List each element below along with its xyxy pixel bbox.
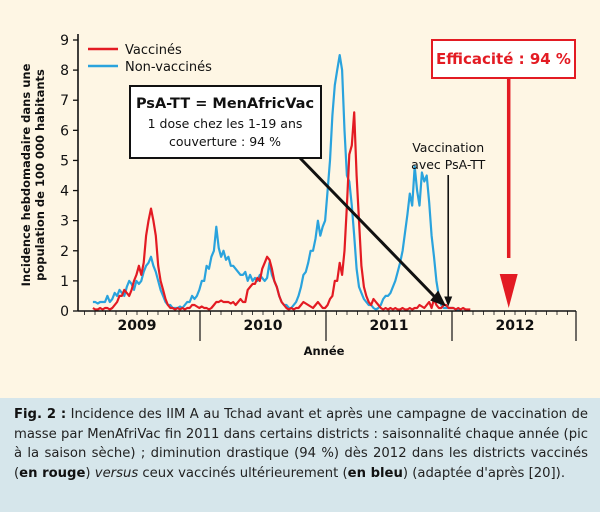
- efficacy-box: [431, 39, 576, 79]
- vaccine-box-line2: couverture : 94 %: [169, 134, 281, 149]
- box-arrow-head: [430, 290, 447, 307]
- vaccine-info-box: [129, 85, 322, 159]
- y-axis-title-line1: Incidence hebdomadaire dans une: [19, 63, 33, 286]
- legend-label: Non-vaccinés: [125, 60, 212, 75]
- series-vaccinated-line: [92, 111, 471, 311]
- y-tick-label: 8: [60, 63, 69, 79]
- vaccination-label-line2: avec PsA-TT: [411, 157, 485, 172]
- caption-blue-label: en bleu: [347, 465, 403, 481]
- y-axis-title-line2: population de 100 000 habitants: [33, 69, 47, 281]
- year-label: 2009: [118, 318, 157, 334]
- vaccination-arrow-head: [444, 296, 453, 307]
- figure-caption: Fig. 2 : Incidence des IIM A au Tchad av…: [0, 398, 600, 512]
- y-tick-label: 9: [60, 33, 69, 49]
- year-label: 2011: [370, 318, 409, 334]
- y-tick-label: 5: [60, 153, 69, 169]
- x-axis-title: Année: [304, 344, 345, 358]
- axis-layer: 0 1 2 3 4 5 6 7 8 9 2009 2010 2011 2012 Année Incidence…: [19, 33, 577, 358]
- y-tick-label: 0: [60, 304, 69, 320]
- box-arrow-line: [298, 156, 442, 304]
- caption-text-3: ceux vaccinés ultérieurement (: [138, 465, 348, 481]
- efficacy-label: Efficacité : 94 %: [436, 50, 571, 68]
- annotation-layer: Vaccinés Non-vaccinés PsA-TT = MenAfricVac…: [88, 39, 576, 308]
- caption-red-label: en rouge: [19, 465, 86, 481]
- caption-text-1: Incidence des IIM A au Tchad avant et ap…: [14, 407, 588, 481]
- y-tick-label: 3: [60, 214, 69, 230]
- caption-text-4: ) (adaptée d'après [20]).: [402, 465, 566, 481]
- y-tick-label: 2: [60, 244, 69, 260]
- plot-area: 0 1 2 3 4 5 6 7 8 9 2009 2010 2011 2012 Année Incidence…: [0, 0, 600, 398]
- caption-versus: versus: [94, 465, 139, 481]
- y-tick-label: 6: [60, 123, 69, 139]
- efficacy-arrow-head: [499, 273, 518, 308]
- vaccine-box-title: PsA-TT = MenAfricVac: [136, 96, 314, 112]
- caption-text-2: ): [85, 465, 95, 481]
- incidence-chart: 0 1 2 3 4 5 6 7 8 9 2009 2010 2011 2012 Année Incidence…: [19, 33, 577, 358]
- y-tick-label: 4: [60, 184, 69, 200]
- vaccination-label-line1: Vaccination: [412, 140, 484, 155]
- y-tick-label: 1: [60, 274, 69, 290]
- legend-label: Vaccinés: [125, 43, 182, 58]
- series-layer: [92, 53, 471, 311]
- caption-fig-label: Fig. 2 :: [14, 407, 67, 422]
- vaccine-box-line1: 1 dose chez les 1-19 ans: [148, 116, 303, 131]
- year-label: 2012: [496, 318, 535, 334]
- year-label: 2010: [244, 318, 283, 334]
- y-tick-label: 7: [60, 93, 69, 109]
